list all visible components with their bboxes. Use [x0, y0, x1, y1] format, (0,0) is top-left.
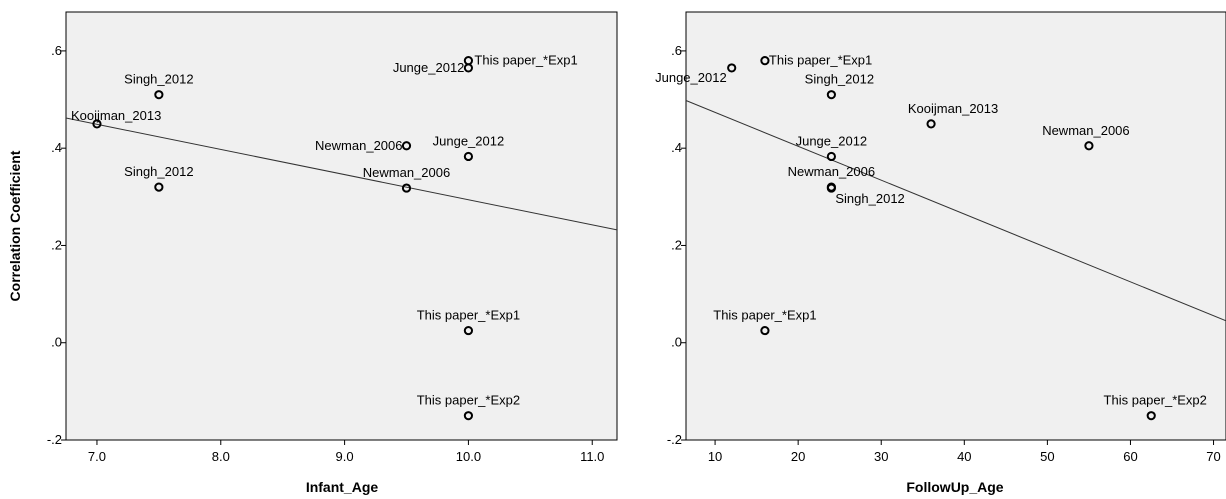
- point-2-2: [826, 90, 836, 100]
- x-tick-label-2-6: 70: [1206, 449, 1220, 464]
- point-label-this-paper-exp1: This paper_*Exp1: [417, 308, 520, 323]
- point-label-junge-2012: Junge_2012: [796, 133, 868, 148]
- y-tick-label-2-0: -.2: [667, 432, 682, 447]
- x-tick-label-1-4: 11.0: [580, 449, 604, 464]
- fit-line-1: [65, 117, 618, 231]
- x-axis-title-2: FollowUp_Age: [906, 479, 1003, 495]
- point-2-3: [926, 119, 936, 129]
- y-tick-label-2-3: .4: [671, 140, 682, 155]
- point-2-8: [760, 325, 770, 336]
- point-1-7: [463, 151, 474, 162]
- point-label-junge-2012: Junge_2012: [433, 133, 505, 148]
- point-1-3: [401, 141, 412, 151]
- y-tick-label-1-2: .2: [51, 237, 62, 252]
- point-2-4: [1084, 141, 1094, 151]
- y-tick-label-1-4: .6: [51, 43, 62, 58]
- point-label-newman-2006: Newman_2006: [1042, 123, 1129, 138]
- point-label-this-paper-exp1: This paper_*Exp1: [713, 308, 816, 323]
- point-label-newman-2006: Newman_2006: [315, 138, 402, 153]
- point-1-4: [401, 183, 412, 193]
- x-tick-label-2-3: 40: [957, 449, 971, 464]
- point-label-this-paper-exp1: This paper_*Exp1: [769, 53, 872, 68]
- x-axis-title-1: Infant_Age: [306, 479, 379, 495]
- x-tick-label-2-0: 10: [708, 449, 722, 464]
- point-1-1: [154, 90, 164, 100]
- y-axis-title: Correlation Coefficient: [7, 150, 23, 301]
- point-label-newman-2006: Newman_2006: [363, 165, 450, 180]
- point-label-singh-2012: Singh_2012: [835, 191, 904, 206]
- point-1-8: [463, 325, 474, 336]
- point-2-0: [727, 63, 737, 73]
- fit-line-2: [685, 100, 1226, 322]
- point-label-singh-2012: Singh_2012: [124, 164, 193, 179]
- point-label-this-paper-exp1: This paper_*Exp1: [474, 53, 577, 68]
- point-label-this-paper-exp2: This paper_*Exp2: [1104, 393, 1207, 408]
- y-tick-label-2-1: .0: [671, 335, 682, 350]
- point-label-kooijman-2013: Kooijman_2013: [71, 108, 161, 123]
- x-tick-label-1-1: 8.0: [212, 449, 230, 464]
- point-2-7: [826, 183, 836, 193]
- x-tick-label-1-3: 10.0: [456, 449, 481, 464]
- point-label-singh-2012: Singh_2012: [124, 72, 193, 87]
- point-2-9: [1146, 411, 1156, 421]
- y-tick-label-2-2: .2: [671, 237, 682, 252]
- plot-area-2: [685, 11, 1226, 441]
- y-tick-label-1-0: -.2: [47, 432, 62, 447]
- y-tick-label-1-3: .4: [51, 140, 62, 155]
- point-1-2: [154, 182, 164, 192]
- point-label-this-paper-exp2: This paper_*Exp2: [417, 393, 520, 408]
- point-label-newman-2006: Newman_2006: [788, 164, 875, 179]
- plot-area-1: [65, 11, 618, 441]
- point-1-0: [92, 119, 102, 129]
- point-2-5: [826, 151, 836, 162]
- point-label-kooijman-2013: Kooijman_2013: [908, 101, 998, 116]
- point-1-6: [463, 63, 474, 73]
- point-label-junge-2012: Junge_2012: [393, 60, 465, 75]
- x-tick-label-2-5: 60: [1123, 449, 1137, 464]
- x-tick-label-2-2: 30: [874, 449, 888, 464]
- point-label-singh-2012: Singh_2012: [805, 72, 874, 87]
- point-1-9: [463, 411, 474, 421]
- point-label-junge-2012: Junge_2012: [655, 70, 727, 85]
- point-2-1: [760, 56, 770, 66]
- x-tick-label-2-4: 50: [1040, 449, 1054, 464]
- y-tick-label-1-1: .0: [51, 335, 62, 350]
- y-tick-label-2-4: .6: [671, 43, 682, 58]
- x-tick-label-1-2: 9.0: [336, 449, 354, 464]
- x-tick-label-1-0: 7.0: [88, 449, 106, 464]
- x-tick-label-2-1: 20: [791, 449, 805, 464]
